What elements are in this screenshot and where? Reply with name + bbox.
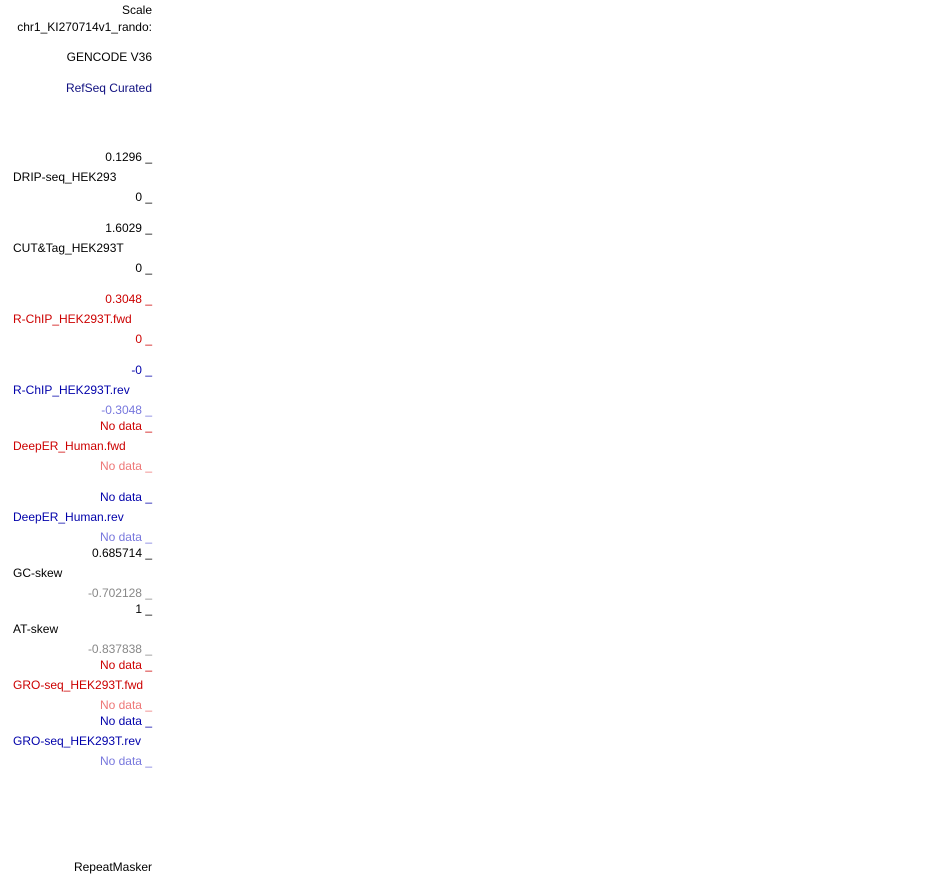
track-name[interactable]: GRO-seq_HEK293T.rev xyxy=(13,734,142,748)
axis-max: No data _ xyxy=(99,490,152,504)
track-name[interactable]: GC-skew xyxy=(13,566,63,580)
axis-max: 1 _ xyxy=(135,602,152,616)
track-name[interactable]: GENCODE V36 xyxy=(66,50,152,64)
axis-min: -0.3048 _ xyxy=(101,403,152,417)
track-name[interactable]: R-ChIP_HEK293T.rev xyxy=(13,383,130,397)
axis-min: -0.702128 _ xyxy=(87,586,152,600)
axis-max: -0 _ xyxy=(131,363,152,377)
axis-min: 0 _ xyxy=(135,261,152,275)
track-name[interactable]: RepeatMasker xyxy=(73,860,152,874)
axis-min: No data _ xyxy=(99,530,152,544)
track-name[interactable]: R-ChIP_HEK293T.fwd xyxy=(13,312,132,326)
axis-min: 0 _ xyxy=(135,190,152,204)
track-name[interactable]: DRIP-seq_HEK293 xyxy=(13,170,117,184)
axis-max: 1.6029 _ xyxy=(105,221,152,235)
axis-min: No data _ xyxy=(99,459,152,473)
track-name[interactable]: DeepER_Human.rev xyxy=(13,510,124,524)
track-name[interactable]: AT-skew xyxy=(13,622,59,636)
track-name[interactable]: GRO-seq_HEK293T.fwd xyxy=(13,678,144,692)
track-name[interactable]: DeepER_Human.fwd xyxy=(13,439,126,453)
axis-max: No data _ xyxy=(99,658,152,672)
axis-min: No data _ xyxy=(99,754,152,768)
scale-label: Scale xyxy=(121,3,152,17)
track-name[interactable]: RefSeq Curated xyxy=(65,81,152,95)
axis-min: -0.837838 _ xyxy=(87,642,152,656)
axis-max: 0.3048 _ xyxy=(105,292,152,306)
axis-min: No data _ xyxy=(99,698,152,712)
chrom-label: chr1_KI270714v1_rando: xyxy=(17,20,152,34)
axis-max: 0.1296 _ xyxy=(105,150,152,164)
axis-max: No data _ xyxy=(99,419,152,433)
axis-max: 0.685714 _ xyxy=(91,546,152,560)
track-name[interactable]: CUT&Tag_HEK293T xyxy=(13,241,124,255)
axis-min: 0 _ xyxy=(135,332,152,346)
axis-max: No data _ xyxy=(99,714,152,728)
